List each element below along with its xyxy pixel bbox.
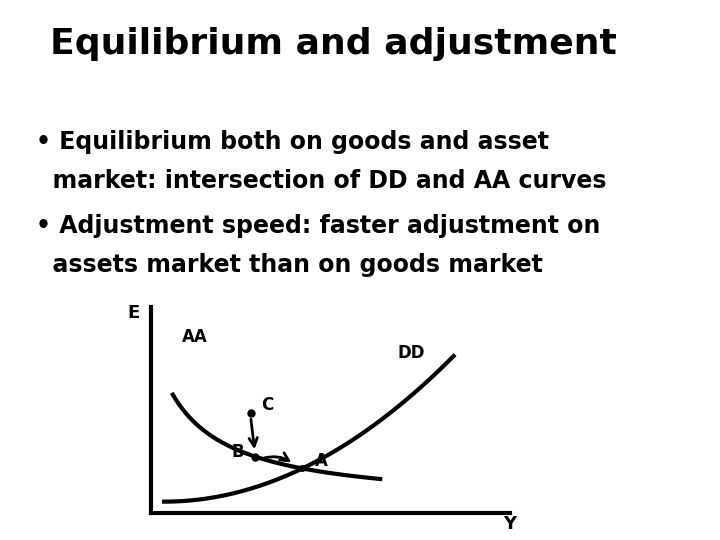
Text: A: A [315,452,328,470]
Text: market: intersection of DD and AA curves: market: intersection of DD and AA curves [36,169,606,193]
Text: Equilibrium and adjustment: Equilibrium and adjustment [50,27,617,61]
Text: E: E [127,305,140,322]
Text: • Equilibrium both on goods and asset: • Equilibrium both on goods and asset [36,130,549,153]
Text: Y: Y [503,515,516,533]
Text: C: C [261,396,274,414]
Text: AA: AA [181,328,207,346]
Text: DD: DD [397,344,425,362]
Text: • Adjustment speed: faster adjustment on: • Adjustment speed: faster adjustment on [36,214,600,238]
Text: assets market than on goods market: assets market than on goods market [36,253,543,277]
Text: B: B [231,442,244,461]
